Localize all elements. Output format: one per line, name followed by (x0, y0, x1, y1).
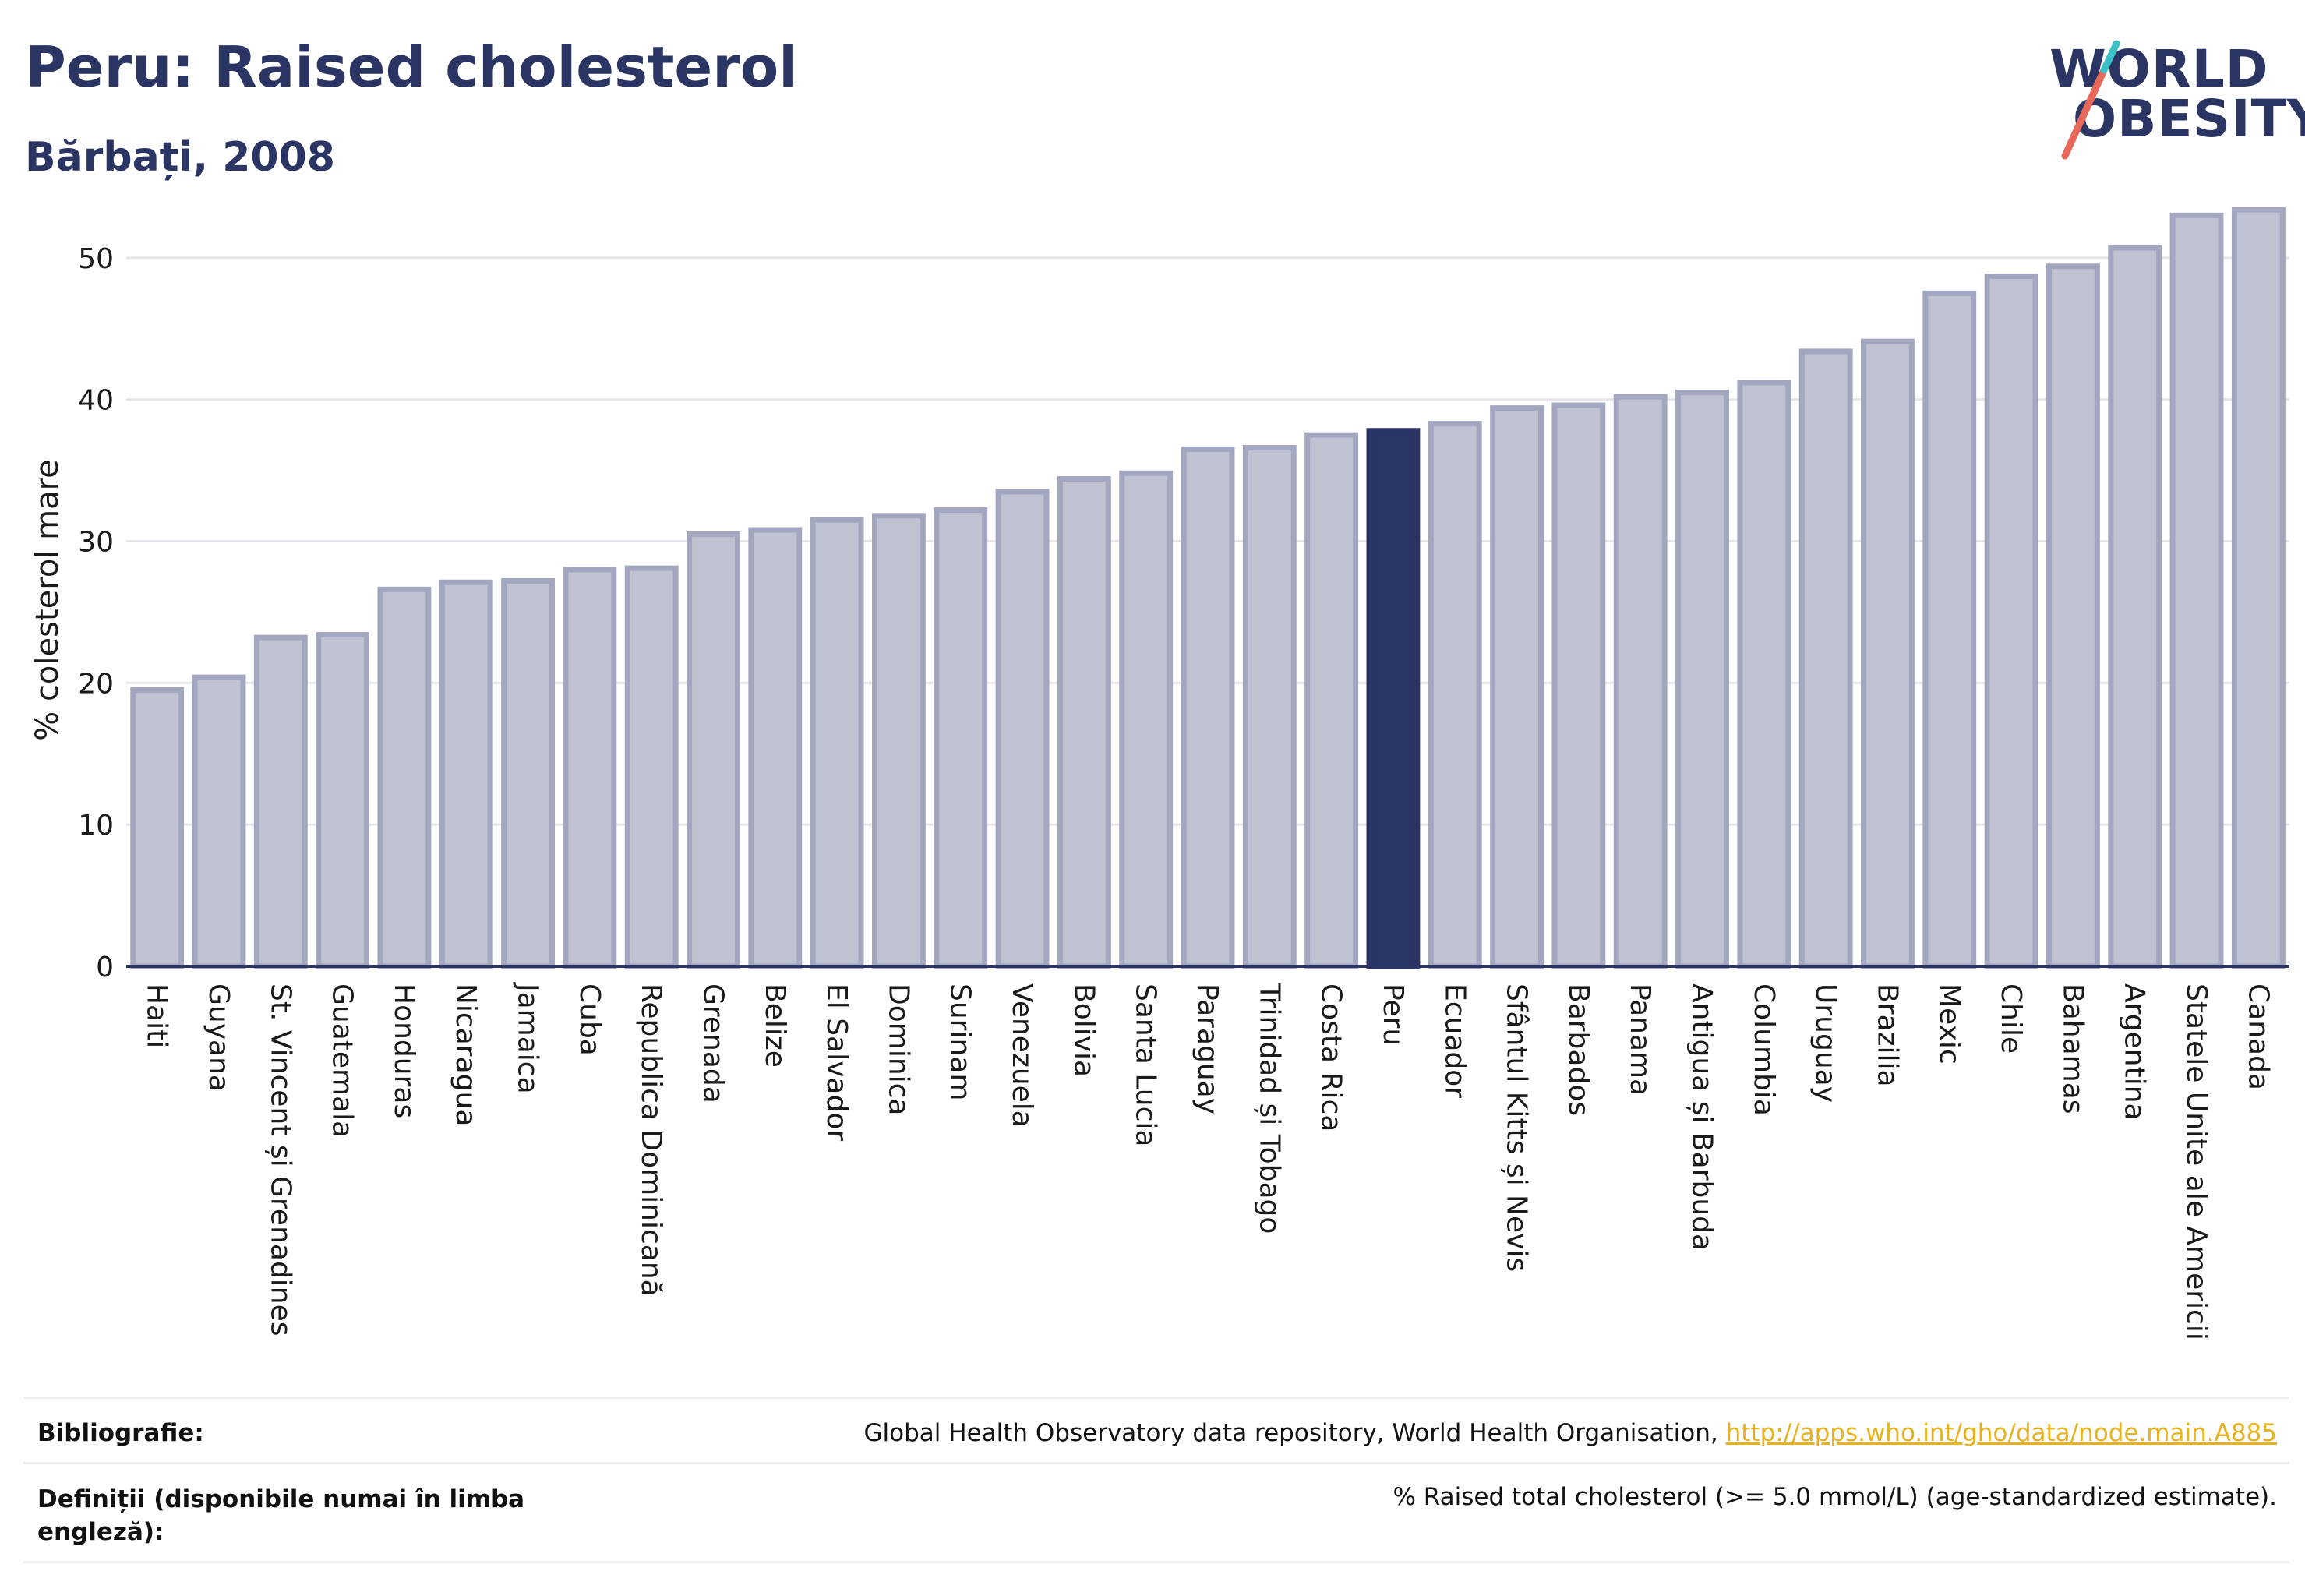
bar-santa-lucia[interactable] (1119, 470, 1174, 969)
x-tick-label: St. Vincent și Grenadines (264, 983, 296, 1336)
bar-haiti[interactable] (130, 687, 185, 969)
x-tick-label: Grenada (697, 983, 729, 1103)
x-tick-label: Santa Lucia (1130, 983, 1162, 1146)
bar-surinam[interactable] (934, 507, 988, 969)
bars (126, 207, 2289, 969)
x-axis-ticks: Haiti Guyana St. Vincent și Grenadines Guat… (141, 982, 2275, 1340)
x-tick-label: Paraguay (1191, 983, 1223, 1114)
x-tick-label: Barbados (1562, 983, 1594, 1116)
x-tick-label: Statele Unite ale Americii (2180, 983, 2212, 1340)
x-tick-label: Guatemala (327, 983, 358, 1138)
bar-bolivia[interactable] (1057, 476, 1111, 969)
x-tick-label: Bahamas (2056, 983, 2088, 1114)
bar-argentina[interactable] (2108, 245, 2162, 969)
x-tick-label: Ecuador (1438, 983, 1470, 1098)
x-tick-label: Columbia (1748, 983, 1780, 1116)
x-tick-label: Nicaragua (450, 983, 482, 1126)
definitions-label: Definiții (disponibile numai în limba en… (37, 1485, 525, 1546)
bibliography-text: Global Health Observatory data repositor… (863, 1419, 1726, 1447)
bar-mexic[interactable] (1922, 290, 1977, 969)
x-tick-label: Uruguay (1809, 983, 1841, 1103)
bar-el-salvador[interactable] (810, 517, 864, 969)
x-tick-label: Sfântul Kitts și Nevis (1501, 983, 1533, 1272)
world-obesity-logo[interactable]: WORLD OBESITY (2042, 39, 2305, 164)
x-tick-label: Bolivia (1068, 983, 1100, 1077)
bar-nicaragua[interactable] (439, 579, 493, 969)
bar-antigua-și-barbuda[interactable] (1675, 390, 1729, 969)
bar-cuba[interactable] (563, 567, 617, 969)
bar-peru[interactable] (1366, 428, 1421, 969)
bar-chart: 0 10 20 30 40 50 Haiti Guyana St. Vincent și Gr… (30, 207, 2289, 1340)
bar-statele-unite-ale-americii[interactable] (2169, 212, 2224, 969)
bar-barbados[interactable] (1551, 402, 1606, 969)
x-tick-label: Belize (759, 983, 791, 1068)
bar-trinidad-și-tobago[interactable] (1242, 445, 1297, 969)
bar-venezuela[interactable] (995, 489, 1050, 969)
bar-guyana[interactable] (192, 674, 246, 969)
bibliography-link[interactable]: http://apps.who.int/gho/data/node.main.A… (1725, 1419, 2277, 1447)
x-tick-label: Cuba (574, 983, 605, 1056)
x-tick-label: Chile (1995, 983, 2027, 1054)
y-axis-label: % colesterol mare (30, 459, 65, 741)
x-tick-label: Peru (1377, 983, 1409, 1046)
y-tick-label: 50 (78, 243, 114, 275)
y-tick-label: 30 (78, 527, 114, 559)
x-tick-label: Dominica (882, 983, 914, 1116)
x-tick-label: Trinidad și Tobago (1253, 983, 1285, 1234)
x-tick-label: Argentina (2119, 983, 2151, 1121)
logo-text-world: WORLD (2049, 39, 2269, 99)
x-tick-label: Brazilia (1871, 983, 1903, 1087)
bar-dominica[interactable] (871, 513, 926, 969)
chart-title: Peru: Raised cholesterol (25, 34, 798, 100)
bar-ecuador[interactable] (1428, 421, 1482, 969)
bar-republica-dominicană[interactable] (624, 565, 679, 969)
x-tick-label: El Salvador (821, 983, 852, 1141)
x-tick-label: Jamaica (512, 982, 544, 1094)
definitions-value: % Raised total cholesterol (>= 5.0 mmol/… (1393, 1483, 2277, 1511)
bar-honduras[interactable] (377, 586, 432, 969)
y-tick-label: 0 (96, 952, 114, 983)
bar-chile[interactable] (1984, 274, 2038, 969)
x-tick-label: Surinam (944, 983, 976, 1100)
x-tick-label: Guyana (203, 983, 235, 1092)
bar-panama[interactable] (1613, 394, 1668, 969)
x-tick-label: Canada (2242, 983, 2274, 1090)
x-tick-label: Honduras (388, 983, 420, 1118)
y-tick-label: 40 (78, 385, 114, 417)
bar-uruguay[interactable] (1798, 348, 1853, 969)
bar-guatemala[interactable] (316, 632, 370, 969)
bar-belize[interactable] (748, 527, 803, 969)
bar-canada[interactable] (2231, 207, 2286, 969)
bar-columbia[interactable] (1737, 380, 1791, 969)
bar-st-vincent-și-grenadines[interactable] (253, 634, 308, 969)
x-tick-label: Panama (1624, 983, 1656, 1096)
bar-jamaica[interactable] (501, 577, 555, 969)
x-tick-label: Antigua și Barbuda (1686, 983, 1718, 1251)
x-tick-label: Republica Dominicană (635, 983, 667, 1297)
bar-brazilia[interactable] (1861, 338, 1915, 969)
logo-slash-icon (2061, 40, 2120, 160)
y-tick-label: 20 (78, 668, 114, 700)
x-tick-label: Haiti (141, 983, 173, 1048)
definitions-row: Definiții (disponibile numai în limba en… (23, 1462, 2289, 1563)
bar-costa-rica[interactable] (1304, 432, 1359, 969)
logo-text-obesity: OBESITY (2073, 89, 2305, 149)
bar-grenada[interactable] (687, 531, 740, 969)
y-tick-label: 10 (78, 810, 114, 842)
y-axis-ticks: 0 10 20 30 40 50 (78, 243, 114, 983)
x-tick-label: Venezuela (1006, 983, 1038, 1128)
bibliography-label: Bibliografie: (37, 1419, 204, 1447)
x-tick-label: Costa Rica (1315, 983, 1347, 1132)
bar-bahamas[interactable] (2046, 263, 2100, 969)
x-tick-label: Mexic (1933, 983, 1965, 1065)
chart-subtitle: Bărbați, 2008 (25, 134, 335, 181)
bibliography-row: Bibliografie: Global Health Observatory … (23, 1396, 2289, 1464)
bar-sfântul-kitts-și-nevis[interactable] (1490, 405, 1544, 969)
bibliography-value: Global Health Observatory data repositor… (864, 1419, 2277, 1447)
bar-paraguay[interactable] (1181, 446, 1235, 969)
